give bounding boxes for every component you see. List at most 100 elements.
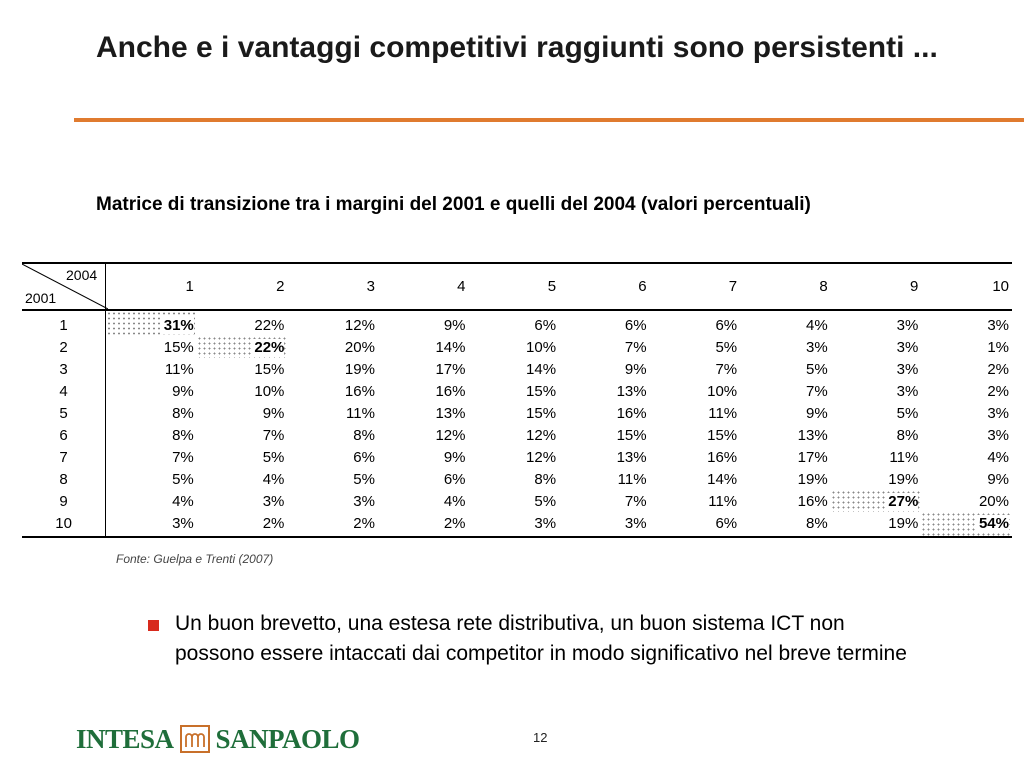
table-cell: 6% xyxy=(715,316,738,334)
table-cell: 11% xyxy=(346,404,375,422)
table-cell: 2% xyxy=(287,512,378,538)
table-cell: 13% xyxy=(616,448,647,466)
table-cell: 16% xyxy=(344,382,375,400)
table-cell: 22% xyxy=(254,316,285,334)
column-header: 10 xyxy=(921,262,1012,311)
table-cell: 8% xyxy=(740,512,831,538)
column-header: 9 xyxy=(830,262,922,311)
slide-title: Anche e i vantaggi competitivi raggiunti… xyxy=(96,31,938,64)
table-cell: 16% xyxy=(797,492,828,510)
table-cell: 9% xyxy=(443,316,466,334)
table-cell: 2% xyxy=(196,512,288,538)
table-cell: 5% xyxy=(262,448,285,466)
table-cell: 12% xyxy=(526,448,557,466)
title-divider xyxy=(74,118,1024,122)
table-cell: 6% xyxy=(353,448,375,466)
table-cell: 15% xyxy=(163,338,194,356)
table-cell: 2% xyxy=(987,360,1009,378)
table-cell: 5% xyxy=(896,404,919,422)
table-cell: 13% xyxy=(435,404,466,422)
table-cell: 11% xyxy=(164,360,194,378)
table-cell: 9% xyxy=(172,382,194,400)
table-cell: 4% xyxy=(172,492,194,510)
intesa-sanpaolo-logo: INTESA SANPAOLO xyxy=(76,722,360,756)
table-cell: 3% xyxy=(105,512,197,538)
matrix-body: 1 31% 22% 12% 9% 6% 6% 6% 4% 3% 3% 2 15% 22% 20% 14% 10%… xyxy=(22,310,1012,538)
page-number: 12 xyxy=(533,730,548,745)
logo-word-intesa: INTESA xyxy=(76,723,174,754)
table-cell: 14% xyxy=(707,470,738,488)
table-row: 9 4% 3% 3% 4% 5% 7% 11% 16% 27% 20% xyxy=(22,490,1012,512)
table-cell: 8% xyxy=(172,404,194,422)
cell-value: 27% xyxy=(886,492,919,510)
column-header: 2 xyxy=(196,262,288,311)
bullet-marker-icon xyxy=(148,620,159,631)
table-cell: 19% xyxy=(888,470,919,488)
header-row: 2004 2001 1 2 3 4 5 6 7 8 9 10 xyxy=(22,262,1012,311)
corner-label-2004: 2004 xyxy=(66,267,98,283)
table-row: 8 5% 4% 5% 6% 8% 11% 14% 19% 19% 9% xyxy=(22,468,1012,490)
row-label: 2 xyxy=(22,336,107,358)
table-row: 1 31% 22% 12% 9% 6% 6% 6% 4% 3% 3% xyxy=(22,310,1012,336)
column-header: 6 xyxy=(559,262,650,311)
row-label: 1 xyxy=(22,310,107,336)
table-cell: 3% xyxy=(806,338,828,356)
table-row: 6 8% 7% 8% 12% 12% 15% 15% 13% 8% 3% xyxy=(22,424,1012,446)
table-cell: 8% xyxy=(353,426,375,444)
table-cell: 6% xyxy=(624,316,647,334)
table-cell: 4% xyxy=(443,492,466,510)
table-cell: 4% xyxy=(262,470,285,488)
table-cell: 15% xyxy=(526,404,557,422)
table-cell: 5% xyxy=(172,470,194,488)
table-cell: 9% xyxy=(987,470,1009,488)
table-cell: 3% xyxy=(896,360,919,378)
table-cell: 3% xyxy=(262,492,285,510)
table-cell: 1% xyxy=(987,338,1009,356)
table-cell: 7% xyxy=(806,382,828,400)
table-caption: Matrice di transizione tra i margini del… xyxy=(96,194,811,215)
column-header: 5 xyxy=(468,262,560,311)
table-cell: 7% xyxy=(715,360,738,378)
table-cell: 19% xyxy=(830,512,922,538)
table-cell: 8% xyxy=(896,426,919,444)
table-cell: 3% xyxy=(987,426,1009,444)
row-label: 4 xyxy=(22,380,107,402)
highlighted-cell: 22% xyxy=(196,336,288,358)
table-cell: 5% xyxy=(806,360,828,378)
row-label: 6 xyxy=(22,424,107,446)
table-cell: 6% xyxy=(534,316,557,334)
table-cell: 9% xyxy=(806,404,828,422)
table-cell: 17% xyxy=(797,448,828,466)
table-cell: 3% xyxy=(987,404,1009,422)
table-cell: 11% xyxy=(708,404,738,422)
table-cell: 15% xyxy=(616,426,647,444)
table-cell: 11% xyxy=(708,492,738,510)
row-label: 9 xyxy=(22,490,107,512)
table-cell: 4% xyxy=(806,316,828,334)
column-header: 1 xyxy=(105,262,197,311)
table-cell: 15% xyxy=(707,426,738,444)
logo-mark-icon xyxy=(179,725,210,753)
table-cell: 3% xyxy=(896,382,919,400)
table-cell: 8% xyxy=(534,470,557,488)
table-cell: 11% xyxy=(617,470,647,488)
corner-header-cell: 2004 2001 xyxy=(22,262,108,311)
table-row: 2 15% 22% 20% 14% 10% 7% 5% 3% 3% 1% xyxy=(22,336,1012,358)
table-cell: 5% xyxy=(715,338,738,356)
table-row: 3 11% 15% 19% 17% 14% 9% 7% 5% 3% 2% xyxy=(22,358,1012,380)
table-cell: 7% xyxy=(172,448,194,466)
table-cell: 7% xyxy=(624,338,647,356)
table-cell: 3% xyxy=(468,512,560,538)
column-header: 8 xyxy=(740,262,831,311)
table-cell: 14% xyxy=(435,338,466,356)
table-cell: 14% xyxy=(526,360,557,378)
column-header: 3 xyxy=(287,262,378,311)
cell-value: 22% xyxy=(252,338,285,356)
table-cell: 13% xyxy=(616,382,647,400)
table-cell: 15% xyxy=(254,360,285,378)
table-row: 10 3% 2% 2% 2% 3% 3% 6% 8% 19% 54% xyxy=(22,512,1012,538)
table-cell: 3% xyxy=(559,512,650,538)
table-cell: 17% xyxy=(435,360,466,378)
table-cell: 3% xyxy=(987,316,1009,334)
row-label: 10 xyxy=(22,512,107,538)
